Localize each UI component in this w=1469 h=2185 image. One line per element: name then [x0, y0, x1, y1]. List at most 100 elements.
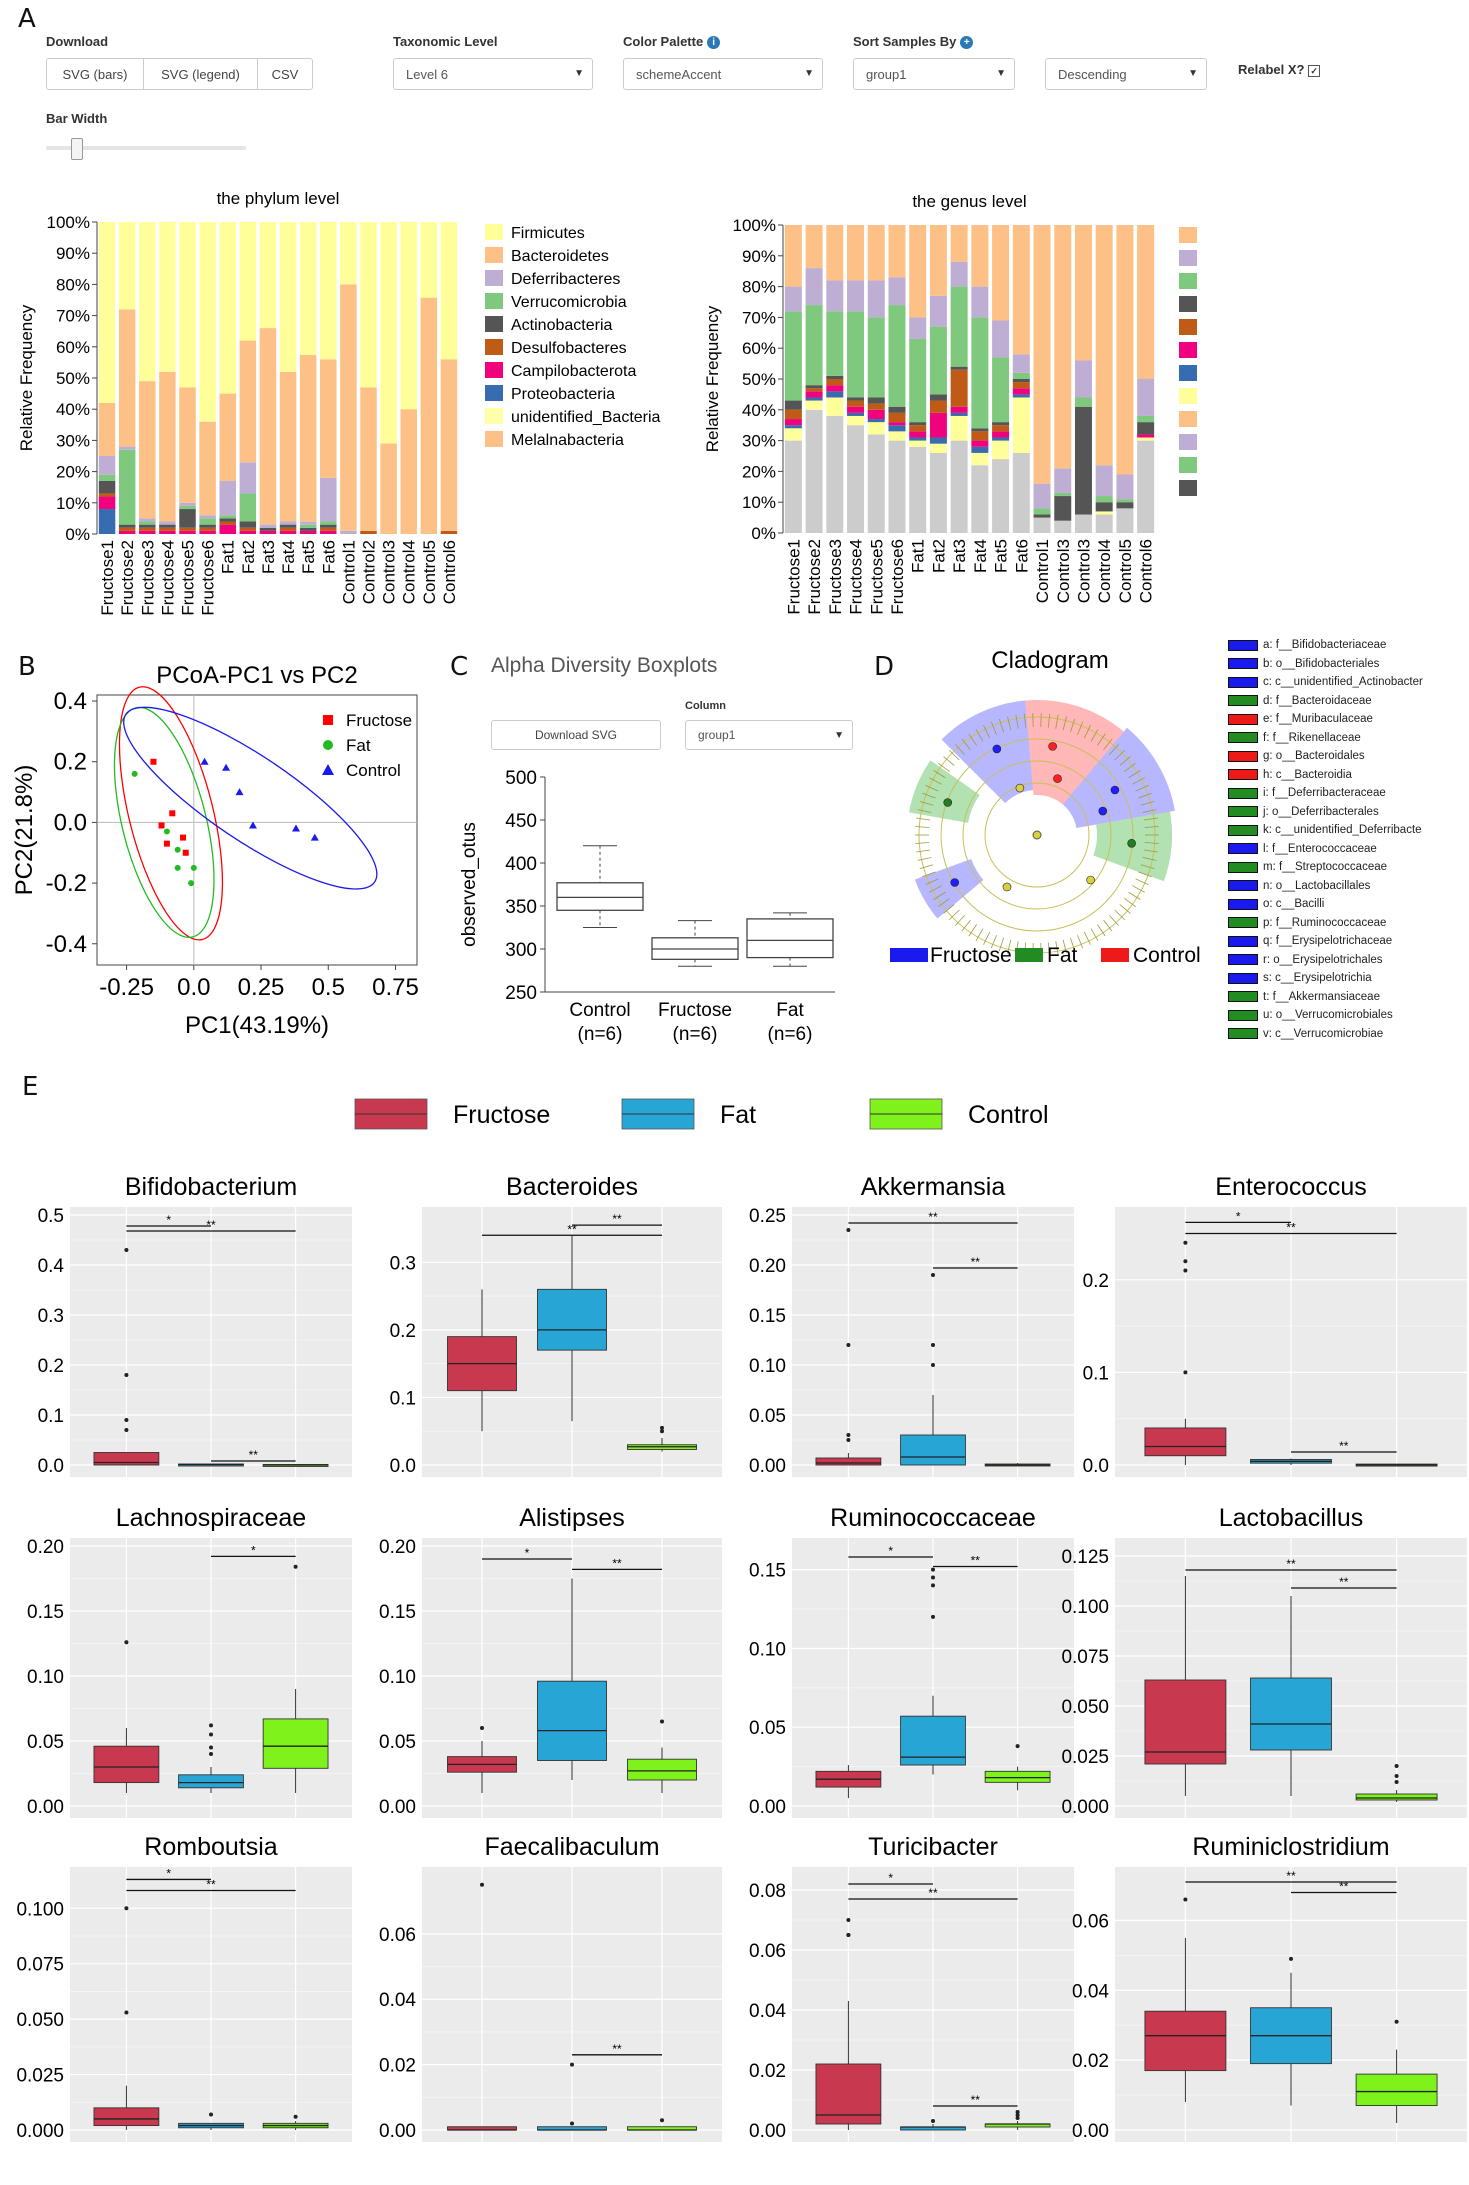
bar-segment-desulfobacteres — [98, 493, 116, 497]
box-control — [262, 1718, 329, 1769]
bar-segment-muribaculaceae — [1095, 225, 1113, 466]
y-tick-label: 0.02 — [749, 2061, 786, 2082]
cladogram-node — [1002, 882, 1012, 892]
bar-segment-campilobacterota — [239, 530, 257, 534]
x-tick-label: Fat5 — [299, 540, 318, 574]
clade-highlight-fructose — [1062, 727, 1175, 829]
sort-samples-select[interactable]: group1 ▼ — [853, 58, 1015, 90]
bar-segment-mucispirillum — [888, 422, 906, 426]
csv-button[interactable]: CSV — [257, 58, 313, 90]
legend-swatch-campilobacterota — [485, 362, 503, 378]
cladogram-branch — [1142, 809, 1157, 813]
relabel-x-checkbox[interactable]: ✓ — [1308, 65, 1321, 77]
bar-segment-bacteroidetes — [98, 402, 116, 456]
legend-label: Fructose — [346, 711, 412, 730]
legend-label: d: f__Bacteroidaceae — [1263, 694, 1372, 707]
cladogram-legend-item: p: f__Ruminococcaceae — [1228, 914, 1468, 933]
legend-swatch-akkermansia — [1179, 365, 1197, 381]
bar-segment-campilobacterota — [279, 530, 297, 534]
point-fat — [131, 770, 138, 777]
bar-segment-desulfobacteres — [118, 527, 136, 531]
sort-order-value: Descending — [1058, 66, 1127, 82]
box-fat — [1250, 1677, 1332, 1751]
y-tick-label: 20% — [56, 463, 90, 482]
x-tick-label: Control5 — [1116, 539, 1135, 603]
point-control — [248, 821, 257, 829]
legend-swatch-fat — [1015, 948, 1043, 962]
y-tick-label: 0.050 — [1061, 1697, 1109, 1718]
svg-bars-button[interactable]: SVG (bars) — [46, 58, 144, 90]
bar-segment-verrucomicrobia — [179, 505, 196, 510]
legend-swatch-oscillibacter — [1179, 411, 1197, 427]
cladogram-branch — [1007, 716, 1012, 731]
y-tick-label: 0.05 — [749, 1406, 786, 1427]
y-tick-label: 0.20 — [379, 1537, 416, 1558]
y-tick-label: 0.00 — [379, 2121, 416, 2142]
bar-segment-other — [1074, 514, 1092, 533]
x-tick-label: Fructose — [658, 1000, 732, 1021]
box-control — [984, 1770, 1051, 1783]
bar-segment-bacteroidetes — [239, 340, 257, 463]
bar-segment-alistipes — [1054, 496, 1072, 521]
bar-segment-verrucomicrobia — [219, 515, 236, 519]
outlier-point — [931, 1343, 935, 1347]
bar-segment-muribaculaceae — [909, 225, 927, 318]
bar-segment-other — [867, 434, 885, 533]
cladogram-legend-item: d: f__Bacteroidaceae — [1228, 692, 1468, 711]
bar-width-slider-handle[interactable] — [71, 138, 83, 160]
bar-segment-alistipes — [805, 385, 823, 389]
bar-segment-blautia — [847, 400, 865, 407]
bar-width-slider-track[interactable] — [46, 146, 246, 150]
clade-highlight-control — [1025, 700, 1124, 805]
column-select[interactable]: group1 ▼ — [685, 720, 853, 750]
bar-segment-campilobacterota — [118, 530, 136, 534]
box-fat — [746, 918, 834, 959]
column-label: Column — [685, 700, 726, 712]
plot-title: Ruminiclostridium — [1192, 1833, 1389, 1861]
x-tick-label: Control3 — [1054, 539, 1073, 603]
x-tick-label: Fructose4 — [158, 540, 177, 616]
svg-legend-button[interactable]: SVG (legend) — [143, 58, 258, 90]
cladogram-branch — [933, 891, 946, 900]
legend-swatch — [1228, 954, 1258, 966]
outlier-point — [1394, 1774, 1399, 1778]
y-tick-label: 350 — [505, 897, 537, 918]
bar-segment-firmicutes — [400, 222, 417, 410]
box-fructose — [93, 1745, 160, 1784]
cladogram-branch — [1083, 931, 1091, 945]
box-fructose — [93, 2107, 160, 2127]
y-tick-label: 0.02 — [1072, 2051, 1109, 2072]
bar-segment-actinobacteria — [239, 521, 257, 528]
cladogram-branch — [917, 857, 932, 861]
cladogram-branch — [1069, 937, 1076, 952]
bar-segment-blautia — [909, 425, 927, 432]
info-icon[interactable]: i — [707, 36, 721, 49]
bar-segment-bacteroidetes — [118, 309, 136, 447]
cladogram-branch — [990, 721, 997, 736]
bar-segment-actinobacteria — [279, 524, 297, 528]
taxonomic-level-select[interactable]: Level 6 ▼ — [393, 58, 593, 90]
legend-swatch — [1228, 713, 1258, 725]
bar-segment-mucispirillum — [992, 431, 1010, 438]
bar-segment-deferribacteres — [118, 446, 136, 450]
bar-segment-akkermansia — [847, 412, 865, 416]
y-tick-label: 80% — [56, 275, 90, 294]
plus-icon[interactable]: + — [960, 36, 974, 49]
cladogram-legend-item: v: c__Verrucomicrobiae — [1228, 1025, 1468, 1044]
bar-segment-blautia — [992, 425, 1010, 432]
sort-order-select[interactable]: Descending ▼ — [1045, 58, 1207, 90]
legend-swatch-firmicutes — [485, 224, 503, 240]
cladogram-branch — [983, 725, 991, 739]
cladogram-branch — [1077, 721, 1084, 736]
legend-label: Melalnabacteria — [511, 432, 624, 449]
bar-segment-firmicutes — [279, 222, 297, 372]
plot-title: Lachnospiraceae — [116, 1504, 306, 1532]
color-palette-select[interactable]: schemeAccent ▼ — [623, 58, 823, 90]
bar-segment-mucispirillum — [909, 431, 927, 438]
y-tick-label: 0.04 — [1072, 1981, 1109, 2002]
download-svg-button[interactable]: Download SVG — [491, 720, 661, 750]
significance-label: ** — [1339, 1439, 1349, 1453]
y-tick-label: 0.100 — [1061, 1597, 1109, 1618]
significance-label: * — [888, 1544, 893, 1558]
bar-segment-mucispirillum — [971, 440, 989, 447]
